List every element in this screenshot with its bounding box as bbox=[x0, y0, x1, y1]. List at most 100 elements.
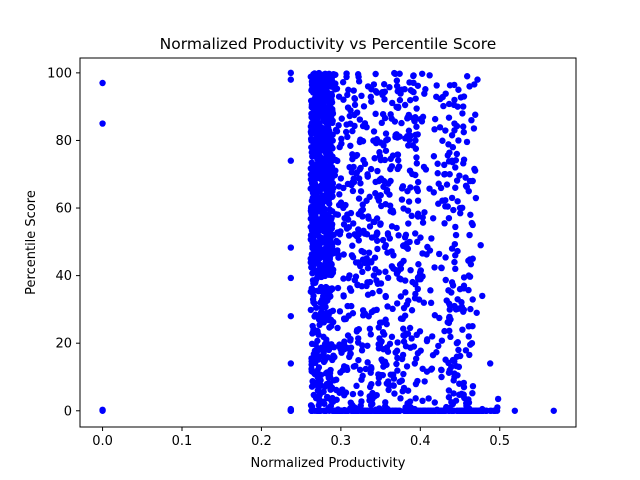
data-point bbox=[467, 305, 474, 313]
x-tick-label: 0.4 bbox=[410, 434, 431, 449]
data-point bbox=[422, 86, 429, 93]
data-point bbox=[324, 124, 332, 131]
data-point bbox=[357, 207, 365, 215]
data-point bbox=[339, 79, 347, 86]
data-point bbox=[333, 376, 340, 383]
data-point bbox=[396, 378, 403, 386]
data-point bbox=[438, 373, 445, 381]
data-point bbox=[364, 359, 371, 366]
data-point bbox=[307, 306, 315, 314]
data-point bbox=[323, 172, 330, 179]
data-point bbox=[438, 264, 445, 271]
data-point bbox=[460, 306, 468, 313]
data-point bbox=[393, 82, 401, 90]
y-tick-label: 40 bbox=[55, 269, 72, 284]
data-point bbox=[360, 227, 367, 234]
data-point bbox=[330, 344, 338, 351]
data-point bbox=[355, 356, 362, 364]
data-point bbox=[383, 137, 390, 144]
data-point bbox=[431, 126, 438, 133]
data-point bbox=[309, 205, 317, 213]
data-point bbox=[323, 80, 330, 87]
data-point bbox=[338, 135, 345, 143]
data-point bbox=[445, 407, 452, 414]
data-point bbox=[347, 107, 354, 114]
data-point bbox=[450, 390, 457, 397]
data-point bbox=[399, 388, 406, 395]
data-point bbox=[322, 178, 329, 186]
data-point bbox=[413, 123, 420, 130]
data-point bbox=[454, 198, 461, 205]
y-axis-label: Percentile Score bbox=[24, 190, 39, 295]
data-point bbox=[462, 174, 469, 181]
data-point bbox=[368, 380, 375, 388]
data-point bbox=[421, 209, 428, 216]
data-point bbox=[446, 314, 453, 321]
data-point bbox=[393, 77, 401, 84]
data-point bbox=[353, 169, 361, 176]
data-point bbox=[412, 355, 420, 362]
data-point bbox=[359, 122, 367, 130]
data-point bbox=[430, 189, 437, 196]
data-point bbox=[361, 407, 368, 414]
data-point bbox=[427, 366, 435, 373]
data-point bbox=[468, 407, 475, 414]
data-point bbox=[394, 157, 402, 164]
data-point bbox=[420, 299, 428, 306]
data-point bbox=[309, 189, 317, 196]
data-point bbox=[310, 124, 318, 131]
data-point bbox=[315, 407, 323, 414]
data-point bbox=[318, 102, 326, 109]
data-point bbox=[322, 283, 330, 291]
data-point bbox=[370, 272, 378, 279]
data-point bbox=[450, 206, 457, 214]
data-point bbox=[368, 98, 375, 105]
data-point bbox=[383, 361, 390, 368]
data-point bbox=[468, 219, 475, 227]
data-point bbox=[327, 386, 334, 393]
data-point bbox=[412, 281, 419, 288]
data-point bbox=[408, 307, 416, 314]
data-point bbox=[367, 93, 375, 101]
data-point bbox=[330, 266, 337, 273]
data-point bbox=[332, 80, 339, 87]
data-point bbox=[360, 312, 367, 319]
data-point bbox=[466, 273, 474, 280]
data-point bbox=[324, 354, 331, 361]
data-point bbox=[287, 157, 295, 164]
data-point bbox=[467, 261, 475, 268]
data-point bbox=[412, 171, 419, 179]
data-point bbox=[405, 127, 413, 134]
y-axis: 0 20 40 60 80 100 bbox=[47, 66, 80, 419]
data-point bbox=[370, 128, 378, 135]
data-point bbox=[414, 187, 421, 195]
y-tick-label: 20 bbox=[55, 337, 72, 352]
data-point bbox=[394, 268, 402, 275]
data-point bbox=[376, 319, 384, 326]
data-point bbox=[436, 124, 444, 131]
data-point bbox=[438, 337, 446, 344]
data-point bbox=[315, 402, 322, 409]
data-point bbox=[463, 138, 471, 146]
data-point bbox=[419, 214, 426, 221]
data-point bbox=[375, 380, 382, 387]
data-point bbox=[340, 315, 348, 322]
data-point bbox=[375, 374, 383, 382]
data-point bbox=[287, 69, 295, 77]
data-point bbox=[99, 79, 106, 87]
data-point bbox=[442, 127, 449, 134]
data-point bbox=[454, 372, 461, 379]
data-point bbox=[366, 223, 374, 230]
data-point bbox=[448, 398, 455, 406]
data-point bbox=[382, 268, 389, 275]
data-point bbox=[361, 259, 368, 267]
data-point bbox=[412, 230, 419, 237]
data-point bbox=[329, 193, 336, 200]
data-point bbox=[357, 180, 364, 187]
data-point bbox=[313, 219, 321, 226]
data-point bbox=[479, 292, 486, 300]
data-point bbox=[451, 240, 459, 248]
data-point bbox=[347, 287, 355, 294]
data-point bbox=[406, 398, 414, 405]
data-point bbox=[414, 178, 422, 186]
